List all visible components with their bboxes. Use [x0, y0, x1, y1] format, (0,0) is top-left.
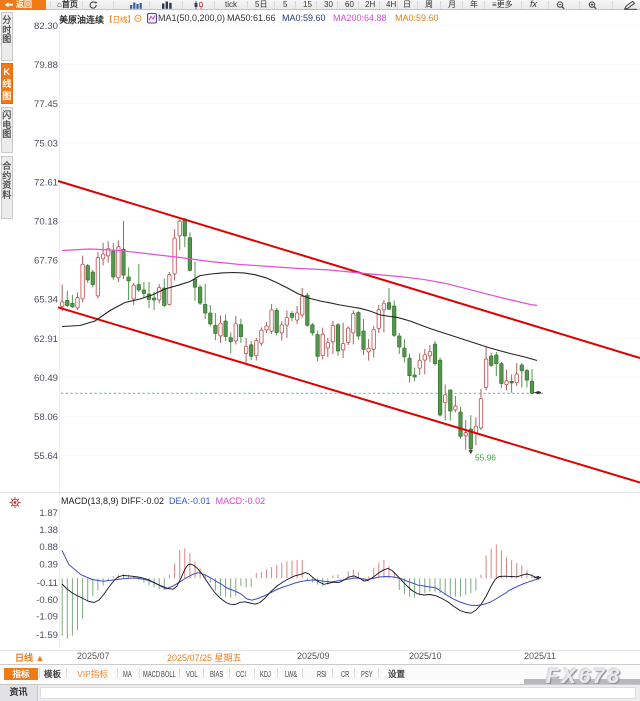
svg-text:62.91: 62.91 [34, 334, 58, 345]
svg-text:-1.09: -1.09 [36, 612, 58, 623]
svg-text:65.34: 65.34 [34, 295, 59, 306]
svg-text:72.61: 72.61 [34, 177, 58, 188]
svg-text:60.49: 60.49 [34, 373, 58, 384]
svg-text:70.18: 70.18 [34, 217, 58, 228]
svg-text:0.88: 0.88 [39, 542, 58, 553]
svg-text:1.38: 1.38 [39, 525, 58, 536]
svg-text:75.03: 75.03 [34, 138, 58, 149]
svg-text:58.06: 58.06 [34, 412, 58, 423]
svg-text:82.30: 82.30 [34, 21, 58, 32]
svg-text:1.87: 1.87 [39, 508, 58, 519]
svg-text:-0.60: -0.60 [36, 595, 58, 606]
svg-text:-0.11: -0.11 [37, 578, 58, 589]
svg-text:77.45: 77.45 [34, 99, 58, 110]
svg-text:55.96: 55.96 [475, 453, 496, 463]
svg-text:67.76: 67.76 [34, 256, 58, 267]
svg-text:55.64: 55.64 [34, 451, 59, 462]
svg-text:-1.59: -1.59 [36, 630, 58, 641]
svg-text:79.88: 79.88 [34, 60, 58, 71]
svg-text:0.39: 0.39 [39, 560, 58, 571]
